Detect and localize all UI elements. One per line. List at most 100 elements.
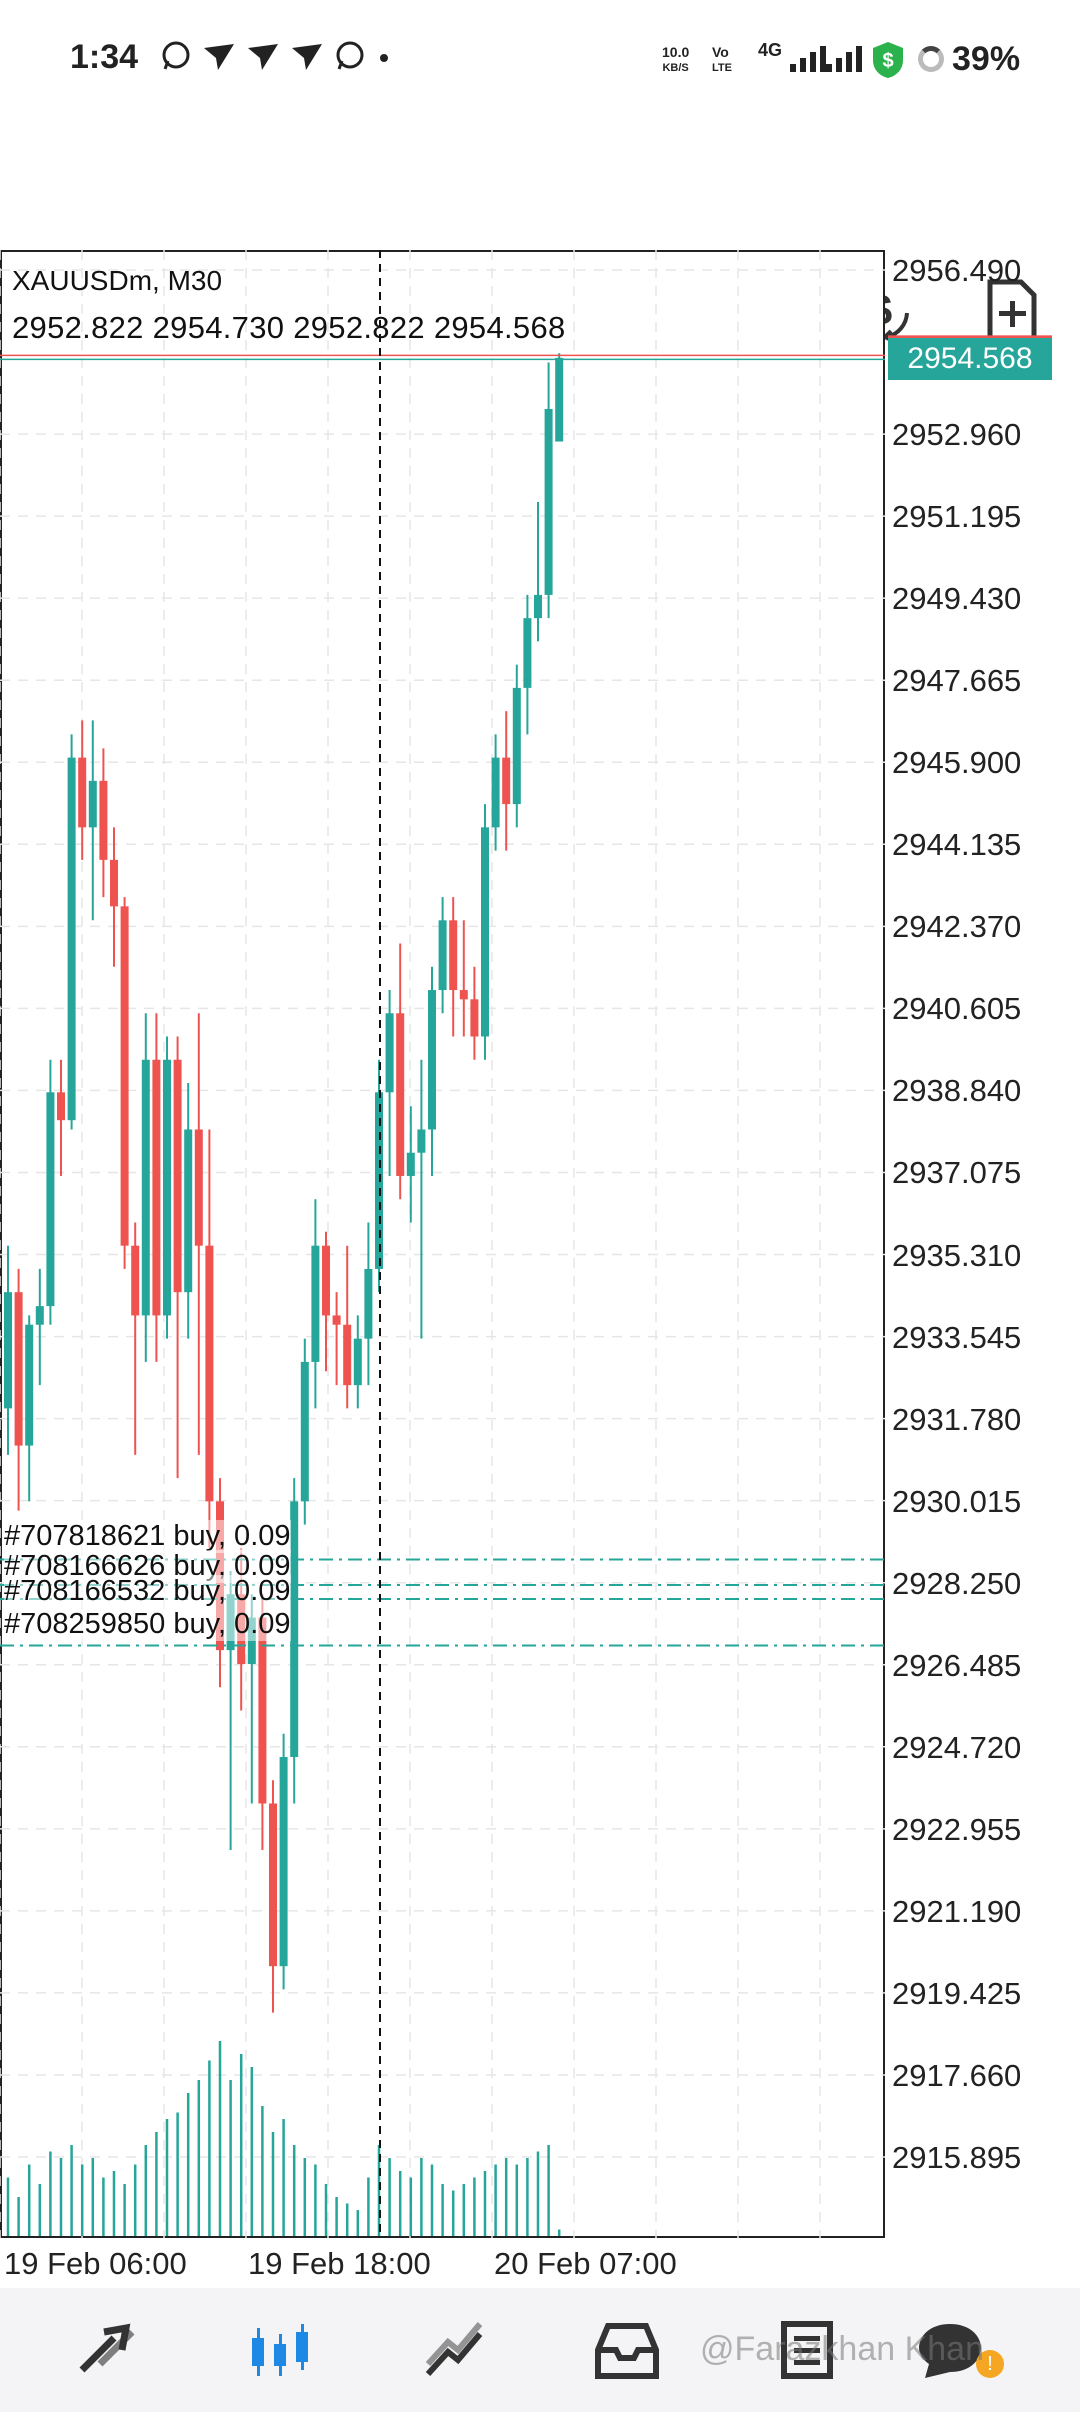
price-chart[interactable] xyxy=(0,250,1080,2290)
candle-body xyxy=(14,1292,23,1446)
chart-frame xyxy=(0,250,885,2238)
status-time: 1:34 xyxy=(70,38,139,76)
shield-icon: $ xyxy=(873,42,903,78)
price-axis-label: 2924.720 xyxy=(892,1729,1022,1765)
candle-body xyxy=(4,1292,12,1409)
more-notifications-icon xyxy=(380,54,388,62)
volte-indicator: Vo LTE xyxy=(712,44,732,76)
candle-body xyxy=(57,1092,65,1121)
candle-body xyxy=(279,1757,288,1967)
candle-body xyxy=(396,1013,405,1176)
time-axis-label: 19 Feb 18:00 xyxy=(248,2246,431,2281)
candle-body xyxy=(300,1361,309,1502)
price-axis-label: 2937.075 xyxy=(892,1155,1022,1191)
time-axis-label: 20 Feb 07:00 xyxy=(494,2246,677,2281)
nav-chart[interactable] xyxy=(236,2310,326,2390)
candle-body xyxy=(512,687,521,805)
watermark: @Farazkhan Khan xyxy=(700,2330,985,2368)
price-axis-label: 2926.485 xyxy=(892,1647,1022,1683)
price-axis-label: 2942.370 xyxy=(892,909,1022,945)
candlestick-chart[interactable] xyxy=(0,250,1080,2290)
price-axis-label: 2949.430 xyxy=(892,581,1022,617)
battery-icon xyxy=(918,46,944,72)
net-speed-value: 10.0 xyxy=(662,44,690,60)
status-bar: 1:34 10.0 KB/S Vo LTE 4G $ 39% xyxy=(0,0,1080,120)
candle-body xyxy=(141,1059,150,1316)
price-axis-label: 2922.955 xyxy=(892,1811,1022,1847)
chart-icon xyxy=(252,2324,308,2376)
nav-news[interactable] xyxy=(758,2310,848,2390)
candle-body xyxy=(173,1059,182,1293)
candle-body xyxy=(332,1315,341,1325)
candle-body xyxy=(353,1338,362,1386)
telegram-icon xyxy=(248,44,278,70)
candle-body xyxy=(46,1092,55,1307)
nav-quotes[interactable] xyxy=(62,2310,152,2390)
candle-body xyxy=(88,780,97,828)
news-icon xyxy=(781,2321,833,2379)
candle-body xyxy=(534,594,542,619)
price-axis-label: 2917.660 xyxy=(892,2057,1022,2093)
price-axis-label: 2944.135 xyxy=(892,827,1022,863)
order-label[interactable]: #707818621 buy, 0.09 xyxy=(4,1520,291,1553)
price-axis-label: 2956.490 xyxy=(892,253,1022,288)
nav-trade[interactable] xyxy=(410,2310,500,2390)
volte-top: Vo xyxy=(712,44,729,60)
candle-body xyxy=(523,618,532,688)
nav-history[interactable] xyxy=(582,2310,672,2390)
telegram-icon xyxy=(204,44,234,70)
candle-body xyxy=(417,1129,426,1153)
candle-body xyxy=(35,1306,44,1325)
whatsapp-icon xyxy=(336,41,364,70)
signal-icon xyxy=(826,46,862,72)
price-axis-label: 2928.250 xyxy=(892,1565,1022,1601)
price-axis-label: 2952.960 xyxy=(892,417,1022,453)
chart-symbol: XAUUSDm, M30 xyxy=(12,265,223,296)
nav-messages[interactable] xyxy=(905,2310,995,2390)
candle-body xyxy=(290,1501,299,1758)
whatsapp-icon xyxy=(162,41,190,70)
candle-body xyxy=(449,920,458,991)
trade-icon xyxy=(425,2322,483,2377)
price-axis-label: 2933.545 xyxy=(892,1319,1022,1355)
price-axis-label: 2919.425 xyxy=(892,1975,1022,2011)
price-axis-label: 2921.190 xyxy=(892,1893,1022,1929)
candle-body xyxy=(502,757,511,805)
price-axis-label: 2930.015 xyxy=(892,1483,1022,1519)
net-speed-unit: KB/S xyxy=(662,62,689,74)
price-axis-label: 2935.310 xyxy=(892,1237,1022,1273)
network-type: 4G xyxy=(758,40,783,60)
candle-body xyxy=(131,1245,140,1316)
candle-body xyxy=(110,859,118,907)
new-order-button[interactable] xyxy=(972,270,1052,350)
order-label[interactable]: #708166532 buy, 0.09 xyxy=(4,1575,291,1608)
candle-body xyxy=(258,1617,267,1804)
candle-body xyxy=(99,780,108,860)
price-axis-label: 2938.840 xyxy=(892,1073,1022,1109)
notification-badge: ! xyxy=(976,2350,1004,2378)
notification-icons xyxy=(160,40,392,72)
candle-body xyxy=(491,757,500,828)
history-icon xyxy=(595,2323,659,2379)
quotes-icon xyxy=(79,2323,135,2373)
candle-body xyxy=(438,920,447,991)
svg-text:$: $ xyxy=(882,50,893,72)
bottom-navigation xyxy=(0,2288,1080,2412)
candle-body xyxy=(544,408,553,595)
candle-body xyxy=(78,757,87,828)
current-price-tag: 2954.568 xyxy=(888,338,1052,380)
volte-bottom: LTE xyxy=(712,62,732,74)
battery-percentage: 39% xyxy=(952,40,1021,78)
chart-ohlc: 2952.822 2954.730 2952.822 2954.568 xyxy=(12,310,566,345)
price-axis-label: 2951.195 xyxy=(892,499,1022,535)
price-axis-label: 2945.900 xyxy=(892,745,1022,781)
signal-icon xyxy=(790,46,826,72)
network-speed: 10.0 KB/S xyxy=(662,44,689,76)
price-axis-label: 2931.780 xyxy=(892,1401,1022,1437)
candle-body xyxy=(428,990,436,1130)
candle-body xyxy=(311,1245,320,1362)
price-axis-label: 2947.665 xyxy=(892,663,1022,699)
candle-body xyxy=(364,1268,373,1339)
candle-body xyxy=(163,1059,171,1316)
order-label[interactable]: #708259850 buy, 0.09 xyxy=(4,1608,291,1641)
